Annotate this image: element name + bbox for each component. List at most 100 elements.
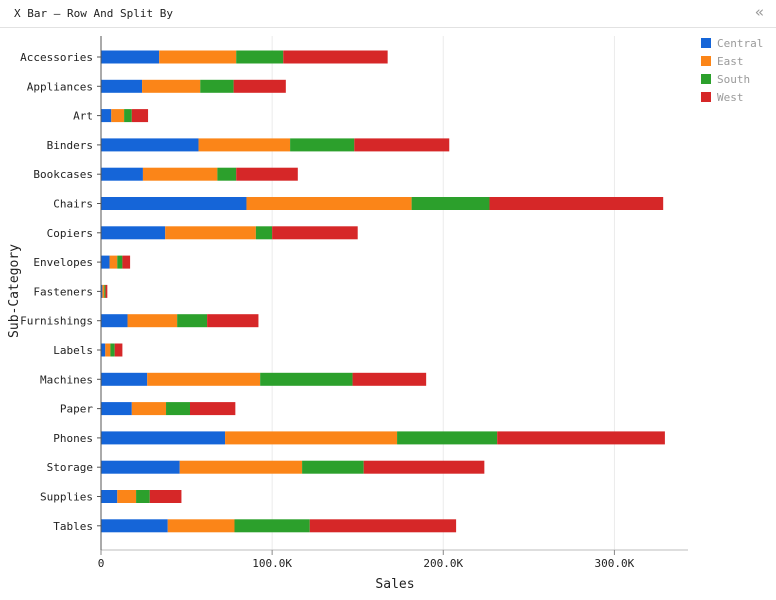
bar-segment-central[interactable]	[101, 490, 118, 503]
bar-segment-west[interactable]	[309, 519, 457, 533]
legend-swatch	[701, 92, 711, 102]
bar-segment-east[interactable]	[105, 343, 111, 357]
x-tick-label: 0	[98, 557, 105, 570]
bar-segment-central[interactable]	[101, 79, 143, 93]
y-tick-label: Copiers	[47, 227, 93, 240]
bar-segment-south[interactable]	[302, 460, 364, 474]
bar-segment-east[interactable]	[159, 50, 237, 64]
y-tick-label: Bookcases	[33, 168, 93, 181]
bar-segment-central[interactable]	[101, 284, 103, 298]
collapse-panel-icon[interactable]: «	[754, 3, 764, 21]
bar-segment-east[interactable]	[142, 167, 218, 181]
bar-segment-west[interactable]	[114, 343, 123, 357]
bar-segment-central[interactable]	[101, 519, 168, 533]
bar-segment-east[interactable]	[179, 460, 303, 474]
legend-swatch	[701, 38, 711, 48]
bar-segment-east[interactable]	[198, 138, 291, 152]
bar-segment-south[interactable]	[411, 197, 490, 210]
bar-segment-east[interactable]	[117, 490, 137, 503]
bar-segment-central[interactable]	[101, 402, 132, 416]
bar-segment-east[interactable]	[102, 284, 105, 298]
bar-segment-south[interactable]	[104, 284, 106, 298]
bar-segment-central[interactable]	[101, 314, 128, 328]
bar-segment-central[interactable]	[101, 138, 199, 152]
bar-segment-south[interactable]	[217, 167, 237, 181]
bar-segment-central[interactable]	[101, 109, 112, 123]
bar-segment-west[interactable]	[189, 402, 236, 416]
y-tick-label: Appliances	[27, 80, 93, 93]
legend: Central East South West	[701, 37, 763, 104]
y-tick-label: Supplies	[40, 491, 93, 504]
bar-segment-south[interactable]	[397, 431, 498, 445]
bar-segment-east[interactable]	[225, 431, 398, 445]
bar-segment-south[interactable]	[166, 402, 190, 416]
bar-segment-west[interactable]	[105, 284, 108, 298]
bar-segment-central[interactable]	[101, 255, 110, 269]
bar-segment-south[interactable]	[177, 314, 208, 328]
y-tick-label: Paper	[60, 403, 93, 416]
bar-segment-central[interactable]	[101, 431, 226, 445]
bar-segment-east[interactable]	[131, 402, 167, 416]
legend-label[interactable]: Central	[717, 37, 763, 50]
bar-segment-central[interactable]	[101, 50, 160, 64]
bar-segment-central[interactable]	[101, 197, 247, 210]
bar-segment-south[interactable]	[110, 343, 115, 357]
x-tick-label: 300.0K	[595, 557, 635, 570]
y-tick-label: Chairs	[53, 198, 93, 211]
bar-segment-west[interactable]	[354, 138, 450, 152]
bar-segment-west[interactable]	[236, 167, 298, 181]
y-tick-label: Art	[73, 110, 93, 123]
bar-segment-central[interactable]	[101, 226, 166, 240]
bar-segment-west[interactable]	[122, 255, 131, 269]
bar-segment-west[interactable]	[352, 372, 427, 386]
bar-segment-west[interactable]	[149, 490, 182, 503]
bar-segment-south[interactable]	[236, 50, 284, 64]
bar-segment-east[interactable]	[111, 109, 125, 123]
y-tick-label: Accessories	[20, 51, 93, 64]
bar-segment-east[interactable]	[167, 519, 235, 533]
bar-segment-south[interactable]	[260, 372, 353, 386]
bar-segment-central[interactable]	[101, 167, 143, 181]
bar-segment-east[interactable]	[109, 255, 118, 269]
bar-segment-west[interactable]	[233, 79, 286, 93]
panel-header: X Bar – Row And Split By «	[0, 0, 776, 28]
bar-segment-west[interactable]	[207, 314, 259, 328]
bar-segment-south[interactable]	[117, 255, 123, 269]
y-tick-label: Tables	[53, 520, 93, 533]
bar-segment-south[interactable]	[290, 138, 355, 152]
y-tick-label: Binders	[47, 139, 93, 152]
y-tick-label: Storage	[47, 461, 93, 474]
y-tick-label: Fasteners	[33, 285, 93, 298]
legend-label[interactable]: West	[717, 91, 744, 104]
legend-label[interactable]: South	[717, 73, 750, 86]
bar-segment-west[interactable]	[497, 431, 665, 445]
bar-segment-west[interactable]	[363, 460, 485, 474]
bar-segment-west[interactable]	[131, 109, 149, 123]
bar-segment-central[interactable]	[101, 460, 180, 474]
y-axis-title: Sub-Category	[7, 244, 22, 338]
bar-segment-west[interactable]	[489, 197, 664, 210]
bar-segment-south[interactable]	[136, 490, 150, 503]
bar-segment-south[interactable]	[200, 79, 234, 93]
bar-segment-west[interactable]	[272, 226, 358, 240]
bar-segment-south[interactable]	[124, 109, 132, 123]
y-tick-label: Labels	[53, 344, 93, 357]
legend-label[interactable]: East	[717, 55, 744, 68]
bars-group	[101, 50, 665, 533]
bar-segment-central[interactable]	[101, 372, 148, 386]
bar-segment-west[interactable]	[283, 50, 388, 64]
bar-segment-east[interactable]	[165, 226, 256, 240]
bar-segment-south[interactable]	[255, 226, 273, 240]
x-axis: 0 100.0K 200.0K 300.0K	[98, 549, 688, 570]
bar-segment-east[interactable]	[246, 197, 412, 210]
bar-segment-east[interactable]	[142, 79, 201, 93]
legend-swatch	[701, 56, 711, 66]
y-tick-label: Phones	[53, 432, 93, 445]
x-tick-label: 100.0K	[252, 557, 292, 570]
bar-segment-central[interactable]	[101, 343, 106, 357]
bar-segment-south[interactable]	[234, 519, 310, 533]
bar-segment-east[interactable]	[147, 372, 261, 386]
bar-segment-east[interactable]	[127, 314, 178, 328]
legend-swatch	[701, 74, 711, 84]
